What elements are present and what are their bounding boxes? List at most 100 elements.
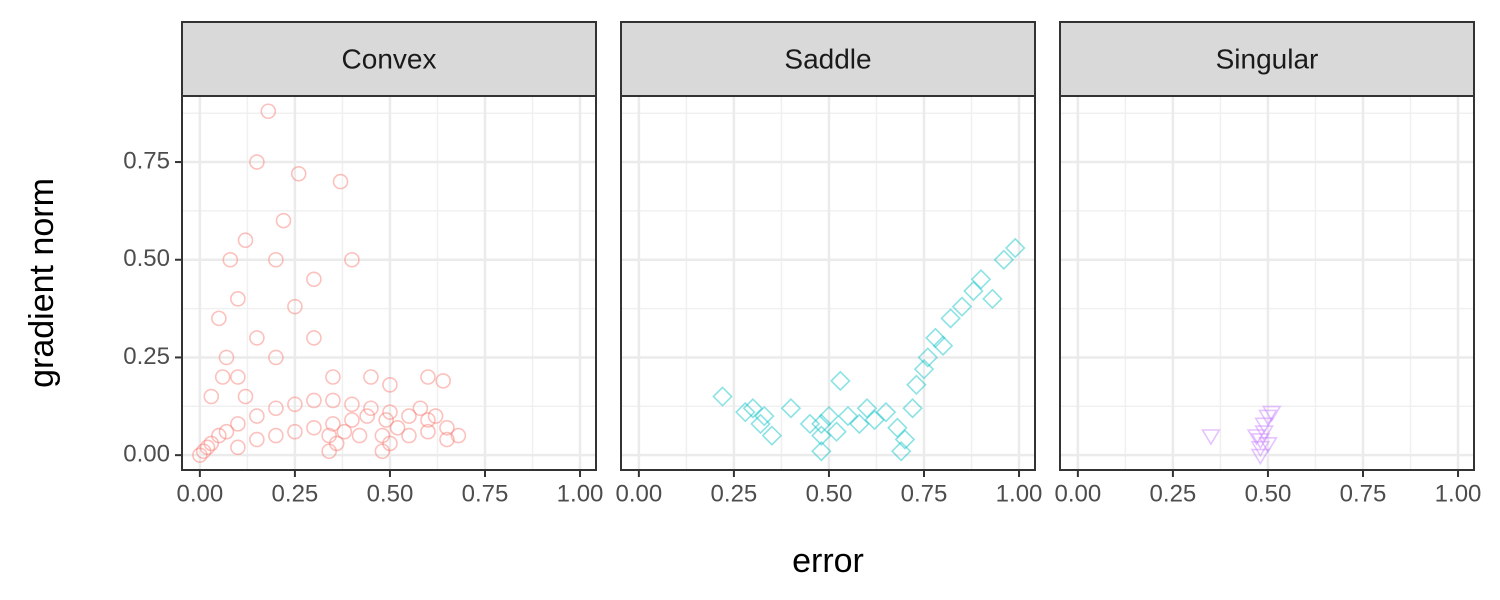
point: [275, 212, 292, 229]
point: [192, 447, 208, 463]
point: [401, 427, 417, 444]
point: [856, 398, 878, 419]
point: [887, 417, 908, 439]
point: [420, 412, 436, 428]
point: [849, 413, 870, 435]
point: [917, 347, 939, 368]
point: [830, 370, 851, 392]
point: [742, 398, 764, 419]
point: [249, 154, 265, 170]
point: [389, 419, 406, 436]
point: [382, 404, 398, 420]
point: [237, 232, 254, 249]
point: [1250, 448, 1271, 466]
point: [268, 427, 284, 444]
panel-border: [181, 95, 597, 471]
point: [1254, 425, 1274, 442]
point: [218, 423, 235, 440]
point: [818, 405, 840, 427]
point: [306, 419, 322, 436]
point: [374, 427, 391, 444]
point: [321, 427, 337, 444]
point: [780, 398, 802, 419]
x-tick-label: 0.50: [367, 480, 414, 507]
panel-border: [1059, 95, 1475, 471]
point: [963, 280, 984, 302]
point: [230, 291, 246, 307]
point: [435, 373, 451, 389]
point: [970, 269, 992, 290]
point: [811, 441, 832, 462]
point: [906, 374, 927, 396]
point: [287, 298, 303, 315]
point: [363, 369, 379, 385]
point: [799, 413, 821, 435]
point: [712, 386, 733, 407]
point: [287, 396, 303, 413]
point: [837, 405, 859, 427]
point: [214, 369, 231, 385]
point: [420, 369, 436, 385]
point: [230, 439, 246, 456]
point: [811, 425, 832, 446]
point: [249, 330, 265, 346]
point: [1201, 429, 1221, 446]
point: [993, 249, 1015, 270]
point: [306, 330, 322, 346]
point: [260, 103, 277, 120]
point: [894, 429, 916, 450]
point: [1250, 440, 1271, 458]
point: [427, 408, 444, 424]
point: [222, 251, 239, 268]
point: [249, 408, 265, 424]
x-tick-label: 1.00: [1435, 480, 1482, 507]
point: [374, 443, 391, 460]
x-tick-label: 1.00: [996, 480, 1043, 507]
point: [378, 412, 394, 428]
point: [1250, 433, 1271, 450]
point: [218, 349, 235, 366]
point: [925, 327, 946, 349]
x-tick-label: 0.75: [901, 480, 948, 507]
point: [249, 431, 265, 448]
y-tick-label: 0.00: [123, 440, 170, 467]
facet-strip: [181, 21, 597, 97]
x-tick-label: 0.50: [806, 480, 853, 507]
point: [268, 400, 284, 417]
point: [875, 401, 897, 423]
point: [332, 173, 349, 190]
x-axis-title: error: [792, 542, 864, 580]
point: [268, 251, 284, 268]
x-tick-label: 0.25: [272, 480, 319, 507]
point: [902, 398, 923, 419]
point: [1254, 417, 1274, 434]
point: [237, 388, 254, 405]
facet-label: Saddle: [784, 43, 871, 74]
point: [195, 443, 212, 460]
point: [336, 423, 353, 440]
x-tick-label: 1.00: [557, 480, 604, 507]
point: [1261, 405, 1282, 423]
point: [401, 408, 417, 424]
point: [382, 377, 398, 393]
x-tick-label: 0.75: [1340, 480, 1387, 507]
point: [211, 310, 227, 327]
x-tick-label: 0.25: [1150, 480, 1197, 507]
point: [268, 349, 284, 366]
point: [932, 335, 954, 356]
point: [864, 409, 885, 431]
point: [344, 412, 360, 428]
point: [325, 392, 341, 409]
point: [412, 400, 429, 417]
point: [321, 443, 337, 460]
point: [1004, 237, 1026, 259]
x-tick-label: 0.00: [616, 480, 663, 507]
point: [420, 423, 436, 440]
point: [328, 435, 345, 452]
point: [325, 369, 341, 385]
point: [325, 416, 341, 432]
point: [982, 288, 1003, 310]
point: [1246, 429, 1267, 446]
point: [344, 396, 360, 413]
